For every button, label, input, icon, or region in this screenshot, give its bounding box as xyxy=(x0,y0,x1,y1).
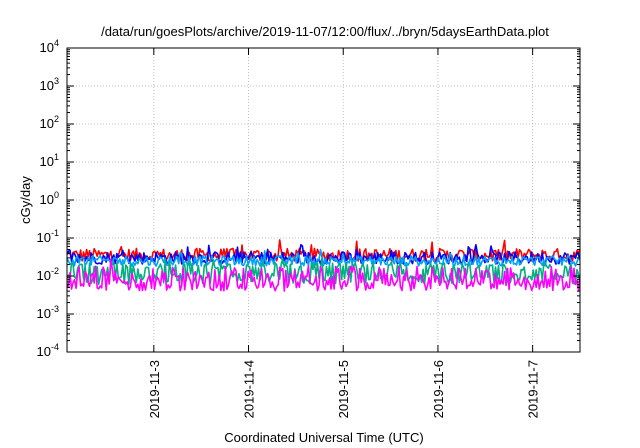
series-line-5 xyxy=(67,258,580,292)
x-tick-label: 2019-11-4 xyxy=(242,360,257,418)
y-tick-label: 10-4 xyxy=(37,342,59,359)
grid-lines xyxy=(67,48,580,352)
series-layer xyxy=(67,239,580,292)
y-axis-ticks: 10-4 10-3 10-2 10-1 100 101 102 103 104 xyxy=(37,38,580,359)
y-axis-label: cGy/day xyxy=(18,176,33,224)
x-tick-label: 2019-11-3 xyxy=(147,360,162,418)
chart-title: /data/run/goesPlots/archive/2019-11-07/1… xyxy=(101,24,549,39)
x-axis-label: Coordinated Universal Time (UTC) xyxy=(224,430,423,445)
plot-frame xyxy=(66,47,581,353)
x-tick-label: 2019-11-7 xyxy=(526,360,541,418)
y-tick-label: 10-1 xyxy=(37,228,59,245)
x-tick-label: 2019-11-5 xyxy=(336,360,351,418)
y-tick-label: 104 xyxy=(40,38,59,55)
series-line-3 xyxy=(67,248,580,267)
x-axis-ticks: 2019-11-3 2019-11-4 2019-11-5 2019-11-6 2019… xyxy=(147,48,541,418)
y-tick-label: 100 xyxy=(40,190,59,207)
y-tick-label: 101 xyxy=(40,152,59,169)
y-tick-label: 102 xyxy=(40,114,59,131)
y-tick-label: 10-2 xyxy=(37,266,59,283)
y-tick-label: 10-3 xyxy=(37,304,59,321)
y-tick-label: 103 xyxy=(40,76,59,93)
x-tick-label: 2019-11-6 xyxy=(431,360,446,418)
series-line-1 xyxy=(67,239,580,262)
